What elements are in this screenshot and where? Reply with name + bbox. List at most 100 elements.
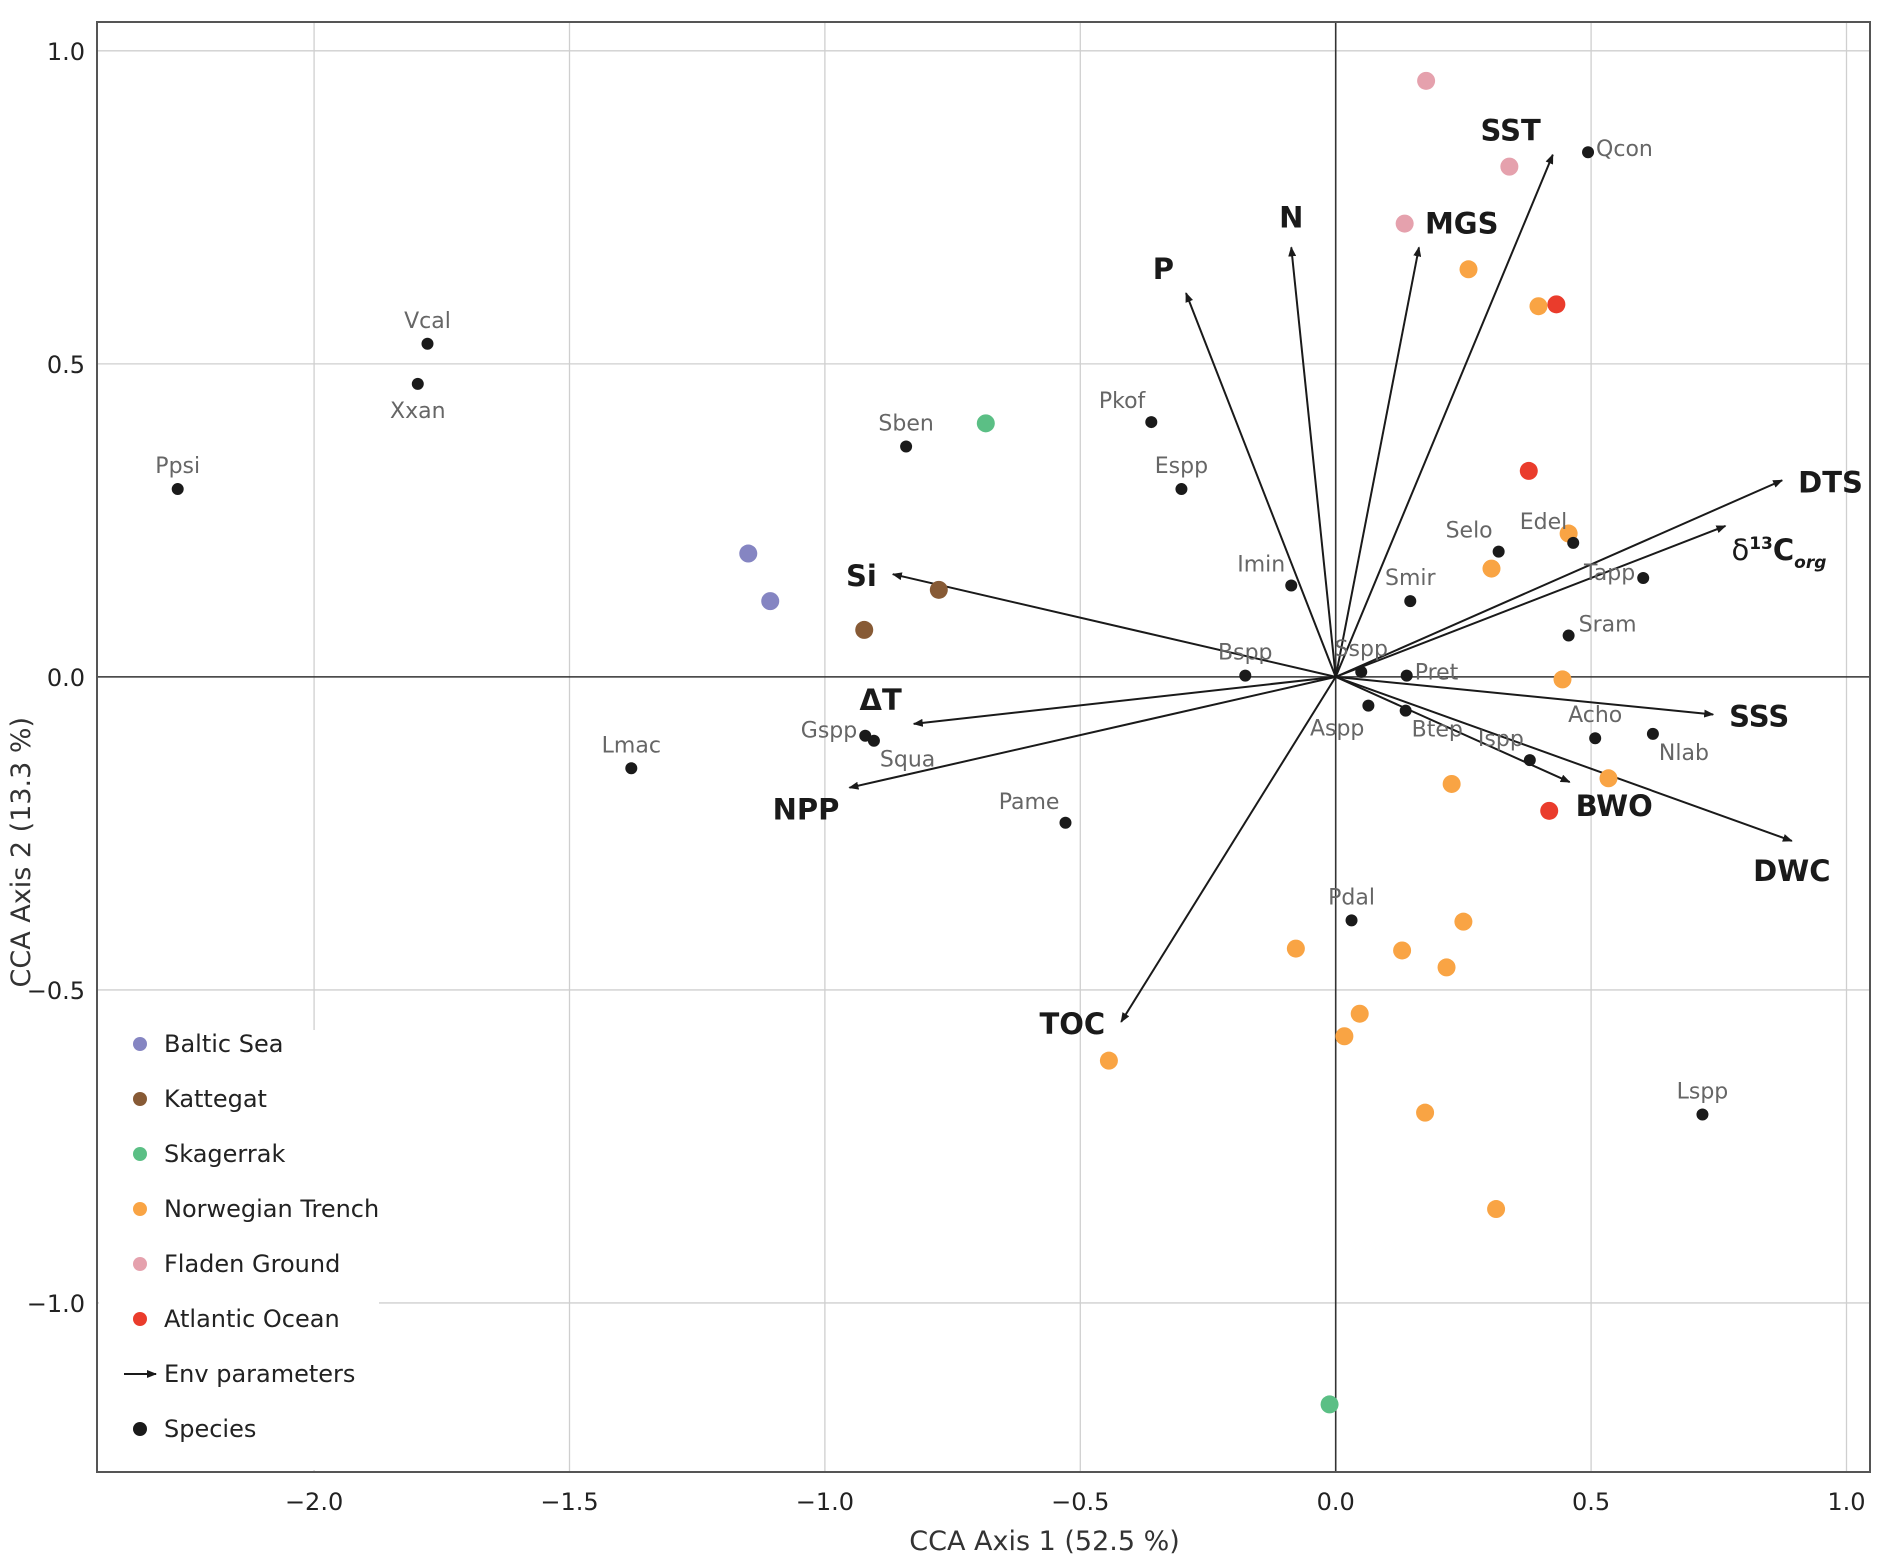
species-label: Sram bbox=[1579, 613, 1637, 638]
site-point-kattegat bbox=[929, 580, 948, 599]
site-point-baltic-sea bbox=[761, 592, 780, 611]
species-label: Qcon bbox=[1596, 137, 1653, 162]
species-label: Pdal bbox=[1328, 885, 1375, 910]
legend-label: Kattegat bbox=[164, 1085, 267, 1113]
species-point bbox=[1492, 545, 1505, 558]
legend-marker-baltic-sea bbox=[133, 1037, 147, 1051]
site-point-norwegian-trench bbox=[1442, 774, 1461, 793]
grid-lines bbox=[97, 22, 1870, 1472]
species-point bbox=[1059, 816, 1072, 829]
site-point-norwegian-trench bbox=[1553, 670, 1572, 689]
env-arrow bbox=[848, 675, 1336, 790]
species-label: Smir bbox=[1385, 566, 1437, 591]
env-arrow bbox=[1335, 525, 1727, 678]
y-tick-label: 0.5 bbox=[47, 351, 85, 379]
species-label: Pkof bbox=[1099, 389, 1147, 414]
site-point-atlantic-ocean bbox=[1519, 461, 1538, 480]
species-point bbox=[1355, 665, 1368, 678]
species-point bbox=[900, 440, 913, 453]
env-arrow bbox=[1288, 246, 1337, 677]
legend-marker-norwegian-trench bbox=[133, 1202, 147, 1216]
env-label: NPP bbox=[773, 793, 840, 827]
y-axis-title: CCA Axis 2 (13.3 %) bbox=[6, 717, 37, 988]
species-point bbox=[171, 483, 184, 496]
species-point bbox=[411, 377, 424, 390]
env-arrow bbox=[1334, 246, 1422, 678]
legend-label: Norwegian Trench bbox=[164, 1195, 379, 1223]
env-label: Si bbox=[846, 559, 877, 593]
species-point bbox=[1696, 1108, 1709, 1121]
species-point bbox=[421, 337, 434, 350]
env-label: BWO bbox=[1576, 789, 1653, 823]
x-tick-label: −2.0 bbox=[285, 1488, 343, 1516]
species-label: Pret bbox=[1415, 661, 1459, 686]
env-label: N bbox=[1279, 200, 1303, 234]
species-point bbox=[1646, 727, 1659, 740]
env-arrow bbox=[891, 572, 1336, 678]
species-label: Lspp bbox=[1677, 1080, 1729, 1105]
species-label: Aspp bbox=[1310, 717, 1364, 742]
site-point-atlantic-ocean bbox=[1540, 801, 1559, 820]
legend-label: Skagerrak bbox=[164, 1140, 285, 1168]
species-point bbox=[1562, 629, 1575, 642]
species-label: Imin bbox=[1237, 552, 1285, 577]
site-point-atlantic-ocean bbox=[1547, 295, 1566, 314]
species-label: Ispp bbox=[1478, 727, 1524, 752]
site-point-norwegian-trench bbox=[1487, 1200, 1506, 1219]
species-label: Nlab bbox=[1659, 741, 1709, 766]
species-point bbox=[1362, 699, 1375, 712]
env-arrow bbox=[1335, 675, 1793, 842]
legend-label: Fladen Ground bbox=[164, 1250, 340, 1278]
legend-label: Atlantic Ocean bbox=[164, 1305, 340, 1333]
species-points: Ppsi Vcal Xxan Lmac Sben Pkof Espp Imin Bspp Gspp… bbox=[155, 137, 1729, 1121]
species-point bbox=[1637, 571, 1650, 584]
species-label: Sben bbox=[878, 411, 933, 436]
legend-marker-fladen-ground bbox=[133, 1257, 147, 1271]
zero-lines bbox=[97, 22, 1870, 1472]
species-point bbox=[1589, 732, 1602, 745]
species-point bbox=[1145, 416, 1158, 429]
species-point bbox=[1400, 669, 1413, 682]
site-point-baltic-sea bbox=[739, 544, 758, 563]
species-point bbox=[1239, 669, 1252, 682]
species-point bbox=[1399, 704, 1412, 717]
x-tick-label: 0.5 bbox=[1572, 1488, 1610, 1516]
species-point bbox=[1567, 536, 1580, 549]
legend-marker-species bbox=[133, 1422, 147, 1436]
env-label: SSS bbox=[1729, 699, 1789, 733]
site-point-norwegian-trench bbox=[1335, 1027, 1354, 1046]
x-tick-label: −0.5 bbox=[1051, 1488, 1109, 1516]
site-point-norwegian-trench bbox=[1599, 769, 1618, 788]
x-tick-label: 0.0 bbox=[1317, 1488, 1355, 1516]
legend-label: Env parameters bbox=[164, 1360, 355, 1388]
site-point-skagerrak bbox=[976, 414, 995, 433]
species-point bbox=[1523, 754, 1536, 767]
env-label: DTS bbox=[1798, 465, 1863, 499]
site-point-fladen-ground bbox=[1500, 157, 1519, 176]
y-tick-label: 1.0 bbox=[47, 38, 85, 66]
site-point-norwegian-trench bbox=[1454, 912, 1473, 931]
x-tick-label: −1.0 bbox=[796, 1488, 854, 1516]
env-arrow bbox=[912, 675, 1336, 727]
x-tick-label: 1.0 bbox=[1827, 1488, 1865, 1516]
env-label: DWC bbox=[1753, 854, 1830, 888]
site-point-fladen-ground bbox=[1417, 71, 1436, 90]
species-label: Bspp bbox=[1218, 641, 1272, 666]
legend-marker-kattegat bbox=[133, 1092, 147, 1106]
site-point-norwegian-trench bbox=[1437, 958, 1456, 977]
species-label: Xxan bbox=[390, 399, 446, 424]
env-arrow bbox=[1185, 292, 1337, 678]
species-label: Vcal bbox=[404, 309, 451, 334]
species-point bbox=[859, 729, 872, 742]
site-point-norwegian-trench bbox=[1393, 941, 1412, 960]
species-label: Espp bbox=[1155, 454, 1208, 479]
species-point bbox=[867, 734, 880, 747]
env-label: P bbox=[1153, 252, 1174, 286]
species-label: Btep bbox=[1412, 718, 1463, 743]
env-label: δ13Corg bbox=[1731, 533, 1826, 573]
env-label: TOC bbox=[1039, 1007, 1105, 1041]
env-arrow bbox=[1334, 153, 1554, 678]
y-tick-label: 0.0 bbox=[47, 664, 85, 692]
legend-label: Baltic Sea bbox=[164, 1030, 283, 1058]
